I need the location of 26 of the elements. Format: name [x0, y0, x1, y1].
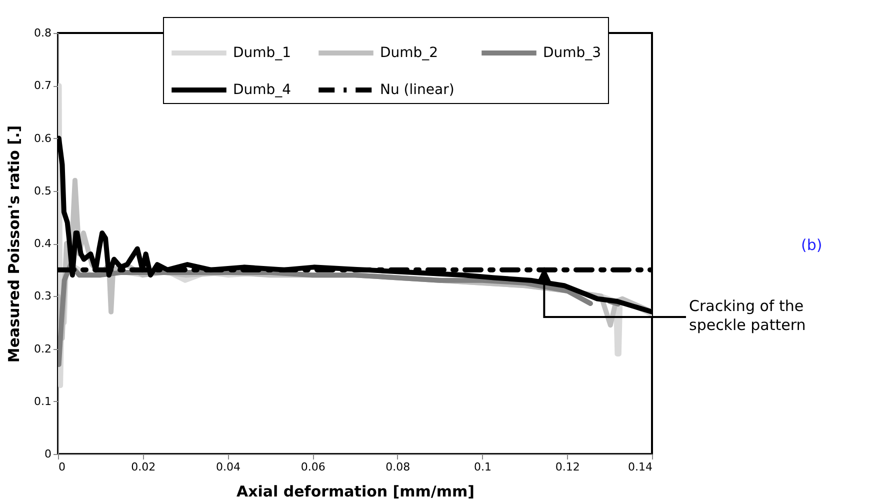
x-tick-label: 0.12: [555, 460, 580, 474]
y-tick-label: 0.2: [34, 342, 52, 356]
y-tick-label: 0: [44, 448, 52, 460]
y-tick-label: 0.8: [34, 26, 52, 40]
x-tick-label: 0.14: [628, 460, 652, 474]
x-tick-label: 0: [58, 460, 66, 474]
y-tick-label: 0.3: [34, 290, 52, 303]
legend-label: Nu (linear): [380, 82, 454, 98]
text: (b): [801, 236, 822, 254]
legend-label: Dumb_3: [543, 45, 602, 61]
y-tick-label: 0.5: [34, 184, 52, 198]
y-tick-label: 0.6: [34, 132, 52, 145]
x-tick-label: 0.08: [386, 460, 410, 474]
x-tick-label: 0.04: [216, 460, 240, 474]
y-axis-title: Measured Poisson's ratio [.]: [5, 125, 24, 363]
legend-label: Dumb_1: [233, 45, 292, 61]
legend-label: Dumb_4: [233, 82, 292, 98]
annotation: Cracking of the speckle pattern: [689, 296, 807, 335]
x-tick-label: 0.02: [131, 460, 156, 474]
x-axis-title: Axial deformation [mm/mm]: [236, 482, 475, 500]
y-tick-label: 0.1: [34, 394, 52, 408]
legend-label: Dumb_2: [380, 45, 438, 61]
x-tick-label: 0.1: [474, 460, 492, 474]
y-tick-label: 0.7: [34, 79, 52, 92]
y-tick-label: 0.4: [34, 237, 52, 250]
x-tick-label: 0.06: [300, 460, 326, 474]
